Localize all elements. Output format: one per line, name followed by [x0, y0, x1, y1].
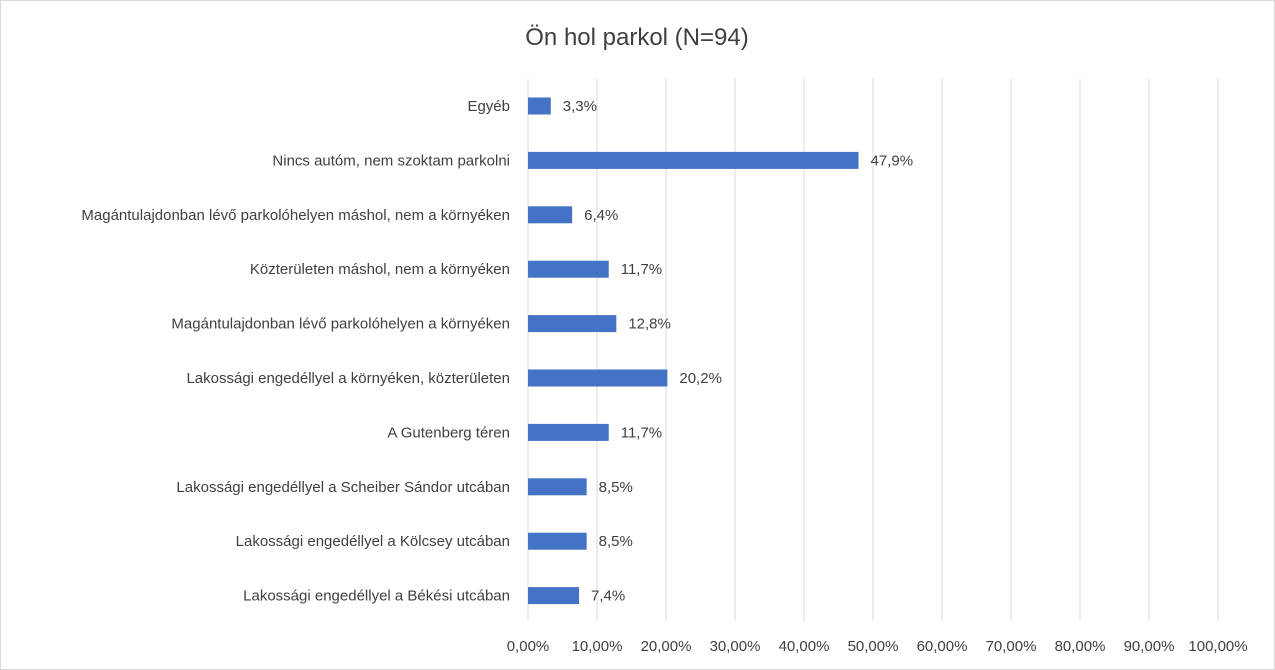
category-label: Egyéb	[467, 98, 510, 115]
data-label: 3,3%	[563, 98, 597, 115]
data-label: 7,4%	[591, 588, 625, 605]
x-axis-ticks: 0,00% 10,00% 20,00% 30,00% 40,00% 50,00% 60,00…	[507, 638, 1248, 655]
data-label: 6,4%	[584, 207, 618, 224]
data-label: 8,5%	[599, 479, 633, 496]
data-label: 47,9%	[871, 152, 914, 169]
category-label: Lakossági engedéllyel a Kölcsey utcában	[236, 533, 510, 550]
category-labels: Egyéb Nincs autóm, nem szoktam parkolni Ma…	[81, 98, 510, 605]
bar	[528, 423, 609, 441]
bar	[528, 260, 609, 278]
category-label: Magántulajdonban lévő parkolóhelyen másh…	[81, 207, 510, 224]
data-label: 12,8%	[628, 316, 671, 333]
data-label: 8,5%	[599, 533, 633, 550]
data-label: 11,7%	[621, 261, 662, 278]
x-tick-label: 20,00%	[641, 638, 692, 655]
x-tick-label: 100,00%	[1188, 638, 1247, 655]
category-label: Lakossági engedéllyel a környéken, közte…	[186, 370, 510, 387]
gridlines	[527, 79, 1219, 621]
category-label: Lakossági engedéllyel a Békési utcában	[243, 588, 510, 605]
category-label: Lakossági engedéllyel a Scheiber Sándor …	[176, 479, 510, 496]
x-tick-label: 30,00%	[710, 638, 761, 655]
bar	[528, 369, 668, 387]
data-label: 11,7%	[621, 424, 662, 441]
bar	[528, 478, 587, 496]
bar	[528, 97, 551, 115]
x-tick-label: 80,00%	[1055, 638, 1106, 655]
x-tick-label: 90,00%	[1124, 638, 1175, 655]
bar	[528, 315, 617, 333]
bar	[528, 151, 859, 169]
category-label: Magántulajdonban lévő parkolóhelyen a kö…	[171, 316, 510, 333]
x-tick-label: 10,00%	[572, 638, 623, 655]
category-label: Nincs autóm, nem szoktam parkolni	[272, 152, 510, 169]
bars	[528, 97, 859, 605]
data-labels: 3,3% 47,9% 6,4% 11,7% 12,8% 20,2% 11,7% 8,5% 8,5…	[563, 98, 913, 605]
x-tick-label: 40,00%	[779, 638, 830, 655]
x-tick-label: 60,00%	[917, 638, 968, 655]
bar	[528, 587, 580, 605]
bar	[528, 206, 573, 224]
x-tick-label: 70,00%	[986, 638, 1037, 655]
x-tick-label: 50,00%	[848, 638, 899, 655]
category-label: Közterületen máshol, nem a környéken	[250, 261, 510, 278]
chart-title: Ön hol parkol (N=94)	[525, 24, 748, 51]
bar	[528, 532, 587, 550]
x-tick-label: 0,00%	[507, 638, 550, 655]
category-label: A Gutenberg téren	[387, 424, 510, 441]
data-label: 20,2%	[679, 370, 722, 387]
